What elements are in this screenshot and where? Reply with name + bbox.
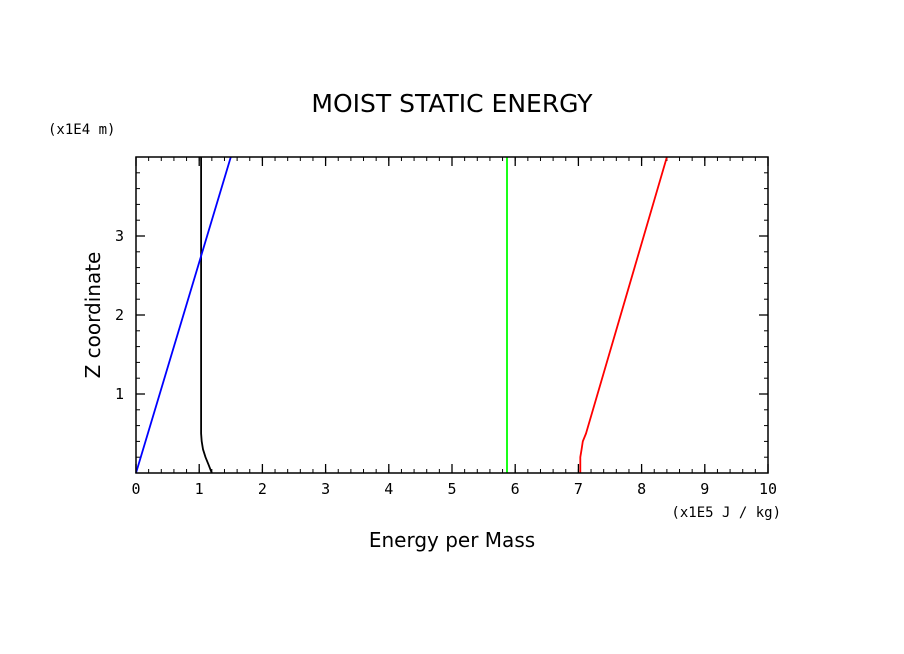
y-tick-label: 3 bbox=[115, 227, 124, 245]
minor-ticks bbox=[136, 157, 768, 473]
x-tick-label: 2 bbox=[258, 480, 267, 498]
x-tick-label: 3 bbox=[321, 480, 330, 498]
series-line-red bbox=[579, 156, 668, 473]
y-units-label: (x1E4 m) bbox=[48, 122, 115, 138]
series-line-black bbox=[200, 157, 213, 474]
x-tick-label: 8 bbox=[637, 480, 646, 498]
x-tick-label: 7 bbox=[574, 480, 583, 498]
x-tick-label: 9 bbox=[700, 480, 709, 498]
plot-frame bbox=[135, 156, 769, 474]
y-tick-label: 1 bbox=[115, 385, 124, 403]
x-units-label: (x1E5 J / kg) bbox=[671, 505, 781, 521]
x-tick-label: 6 bbox=[511, 480, 520, 498]
chart-title: MOIST STATIC ENERGY bbox=[311, 89, 593, 118]
x-tick-label: 4 bbox=[384, 480, 393, 498]
major-ticks bbox=[135, 157, 769, 473]
series-layer bbox=[135, 156, 668, 474]
y-axis-label: Z coordinate bbox=[81, 252, 105, 379]
y-tick-label: 2 bbox=[115, 306, 124, 324]
x-tick-label: 0 bbox=[131, 480, 140, 498]
tick-labels: 0 1 2 3 4 5 6 7 8 9 10 1 2 3 bbox=[115, 227, 777, 498]
x-tick-label: 1 bbox=[195, 480, 204, 498]
series-line-blue bbox=[135, 156, 232, 474]
x-tick-label: 5 bbox=[447, 480, 456, 498]
x-axis-label: Energy per Mass bbox=[369, 528, 535, 552]
x-tick-label: 10 bbox=[759, 480, 777, 498]
